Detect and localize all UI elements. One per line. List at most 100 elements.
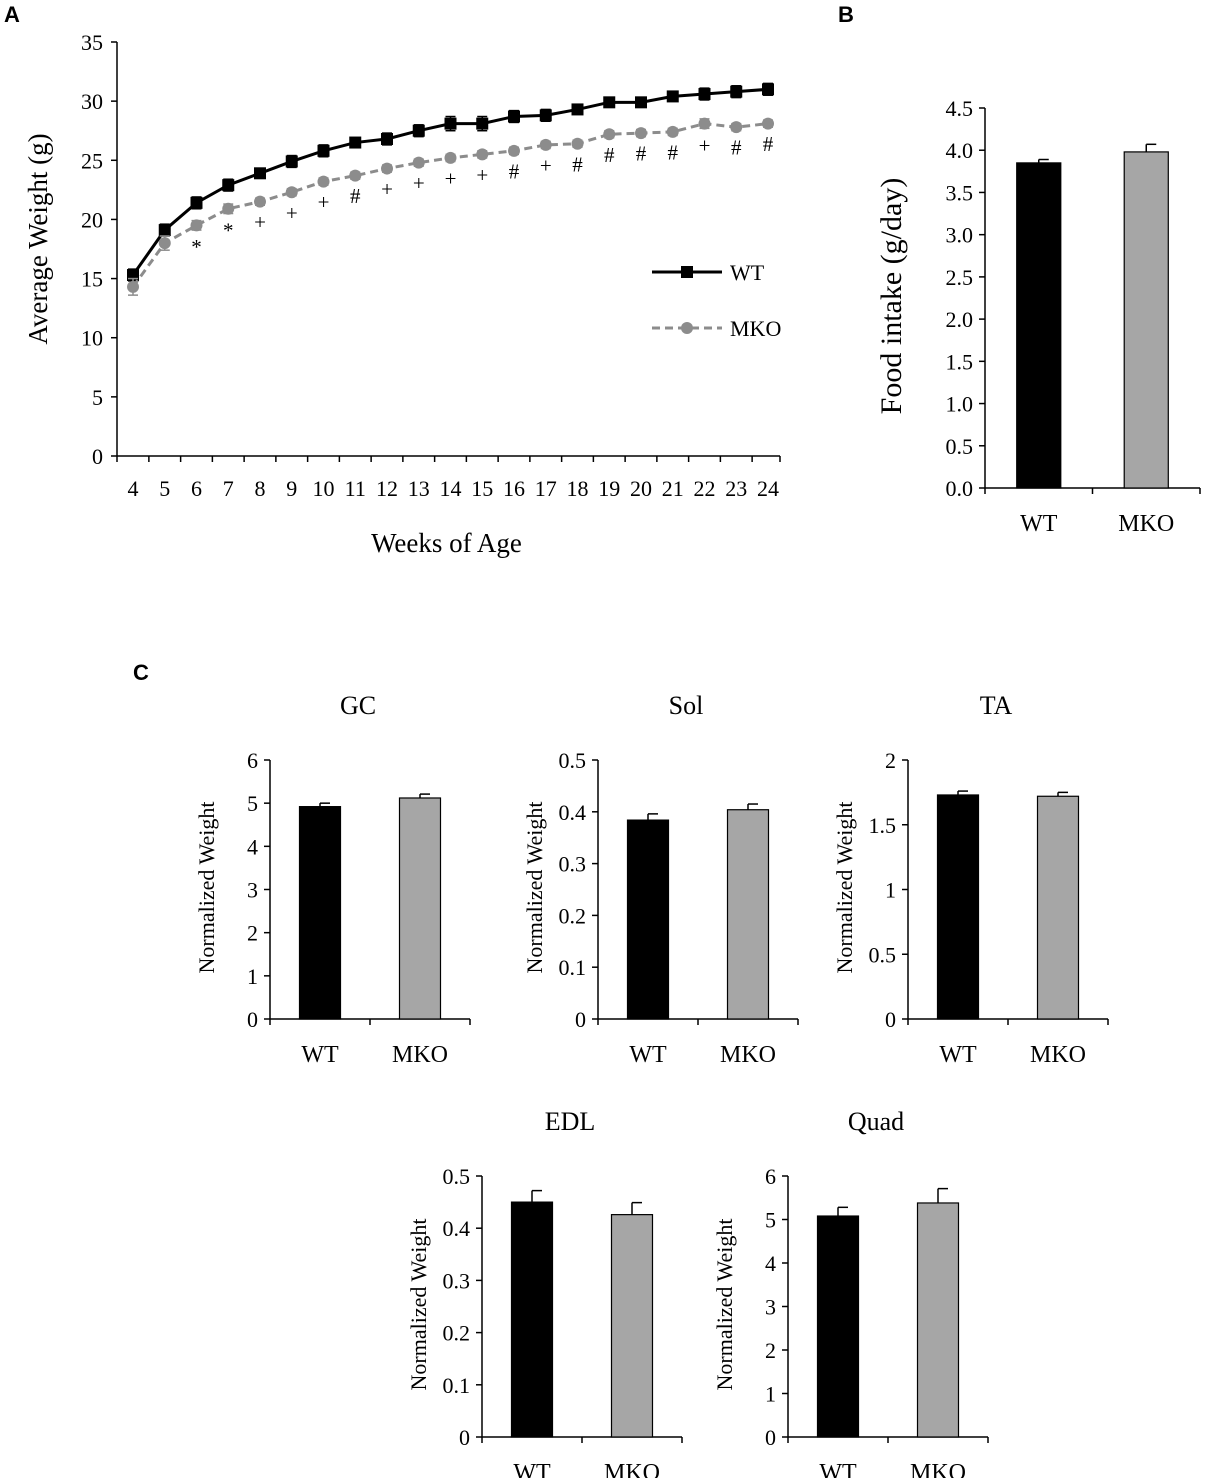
bar-wt	[936, 794, 980, 1020]
chart-title: Quad	[848, 1107, 904, 1136]
y-tick-label: 0.0	[946, 476, 974, 501]
chart-quad: 0 1 2 3 4 5 6 WT MKO Quad Normalized Weight	[712, 1107, 989, 1478]
x-tick-label: MKO	[910, 1460, 966, 1478]
data-point	[666, 125, 679, 138]
chart-sol: 0 0.1 0.2 0.3 0.4 0.5 WT MKO Sol Normalized Weigh…	[522, 691, 799, 1068]
x-tick-label: 18	[567, 476, 589, 501]
data-point	[317, 175, 330, 188]
series-wt	[127, 82, 774, 282]
y-tick-label: 2	[765, 1338, 776, 1363]
data-point	[539, 138, 552, 151]
data-point	[222, 202, 235, 215]
x-tick-label: MKO	[720, 1042, 776, 1068]
data-point	[381, 162, 393, 175]
x-tick-label: WT	[513, 1460, 551, 1478]
data-point	[539, 109, 552, 122]
data-point	[254, 195, 266, 208]
x-tick-label: 20	[630, 476, 652, 501]
data-point	[285, 155, 298, 168]
data-point	[158, 237, 171, 250]
bar-wt	[626, 819, 670, 1020]
data-point	[190, 219, 203, 232]
data-point	[317, 144, 330, 157]
y-axis-label: Food intake (g/day)	[875, 178, 908, 415]
significance-mark: *	[223, 219, 234, 243]
chart-ta: 0 0.5 1 1.5 2 WT MKO TA Normalized Weight	[832, 691, 1109, 1068]
data-point	[571, 137, 584, 150]
x-tick-label: 22	[694, 476, 716, 501]
significance-mark: +	[381, 177, 393, 201]
significance-mark: #	[604, 143, 615, 167]
data-point	[222, 179, 235, 192]
y-tick-label: 0.4	[559, 800, 587, 825]
data-point	[444, 117, 457, 130]
bar-mko	[398, 797, 442, 1020]
data-point	[476, 117, 489, 130]
data-point	[666, 90, 679, 103]
y-tick-label: 0.5	[443, 1164, 471, 1189]
y-tick-label: 5	[92, 385, 103, 410]
data-point	[381, 132, 393, 145]
y-tick-label: 3	[765, 1295, 776, 1320]
bar-wt	[298, 806, 342, 1020]
y-tick-label: 30	[81, 89, 103, 114]
x-tick-label: WT	[629, 1042, 667, 1068]
bar-mko	[916, 1202, 960, 1438]
y-tick-label: 20	[81, 207, 103, 232]
chart-gc: 0 1 2 3 4 5 6 WT MKO GC Normalized Weight	[194, 691, 471, 1068]
significance-mark: #	[350, 184, 361, 208]
x-tick-label: 23	[725, 476, 747, 501]
bar-mko	[1036, 795, 1080, 1020]
chart-title: Sol	[669, 691, 704, 720]
y-tick-label: 5	[765, 1208, 776, 1233]
significance-mark: #	[731, 136, 742, 160]
x-tick-label: MKO	[604, 1460, 660, 1478]
x-tick-label: MKO	[1118, 511, 1174, 537]
data-point	[127, 280, 139, 293]
y-tick-label: 1.5	[946, 349, 974, 374]
x-tick-label: 7	[223, 476, 234, 501]
y-tick-label: 6	[765, 1164, 776, 1189]
y-tick-label: 4	[247, 834, 258, 859]
y-axis-label: Normalized Weight	[522, 802, 547, 974]
significance-mark: +	[254, 210, 266, 234]
x-tick-label: 11	[345, 476, 366, 501]
data-point	[730, 85, 743, 98]
panel-label-a: A	[4, 2, 20, 27]
data-point	[603, 96, 616, 109]
significance-mark: #	[668, 140, 679, 164]
significance-mark: +	[699, 133, 711, 157]
data-point	[190, 196, 203, 209]
data-point	[635, 96, 647, 109]
legend-label-wt: WT	[730, 260, 765, 285]
y-tick-label: 0.5	[559, 748, 587, 773]
y-tick-label: 0	[459, 1425, 470, 1450]
data-point	[412, 124, 425, 137]
y-tick-label: 0.1	[559, 955, 587, 980]
y-tick-label: 1	[247, 964, 258, 989]
y-tick-label: 0	[885, 1007, 896, 1032]
y-axis-label: Normalized Weight	[712, 1219, 737, 1391]
panel-label-b: B	[838, 2, 854, 27]
x-tick-label: WT	[1020, 511, 1058, 537]
x-tick-label: 5	[159, 476, 170, 501]
data-point	[412, 156, 425, 169]
chart-title: TA	[980, 691, 1013, 720]
y-tick-label: 3.0	[946, 223, 974, 248]
x-tick-label: 4	[128, 476, 139, 501]
x-tick-label: 6	[191, 476, 202, 501]
significance-mark: *	[191, 235, 202, 259]
bar-mko	[1123, 151, 1169, 489]
panel-label-c: C	[133, 660, 149, 685]
x-tick-label: 14	[440, 476, 462, 501]
bar-wt	[816, 1215, 860, 1438]
bar-wt	[1016, 162, 1062, 489]
data-point	[349, 169, 362, 182]
y-axis-label: Average Weight (g)	[23, 133, 53, 344]
y-tick-label: 1	[765, 1382, 776, 1407]
x-tick-label: 17	[535, 476, 557, 501]
y-tick-label: 15	[81, 267, 103, 292]
legend-marker-mko	[681, 322, 693, 334]
